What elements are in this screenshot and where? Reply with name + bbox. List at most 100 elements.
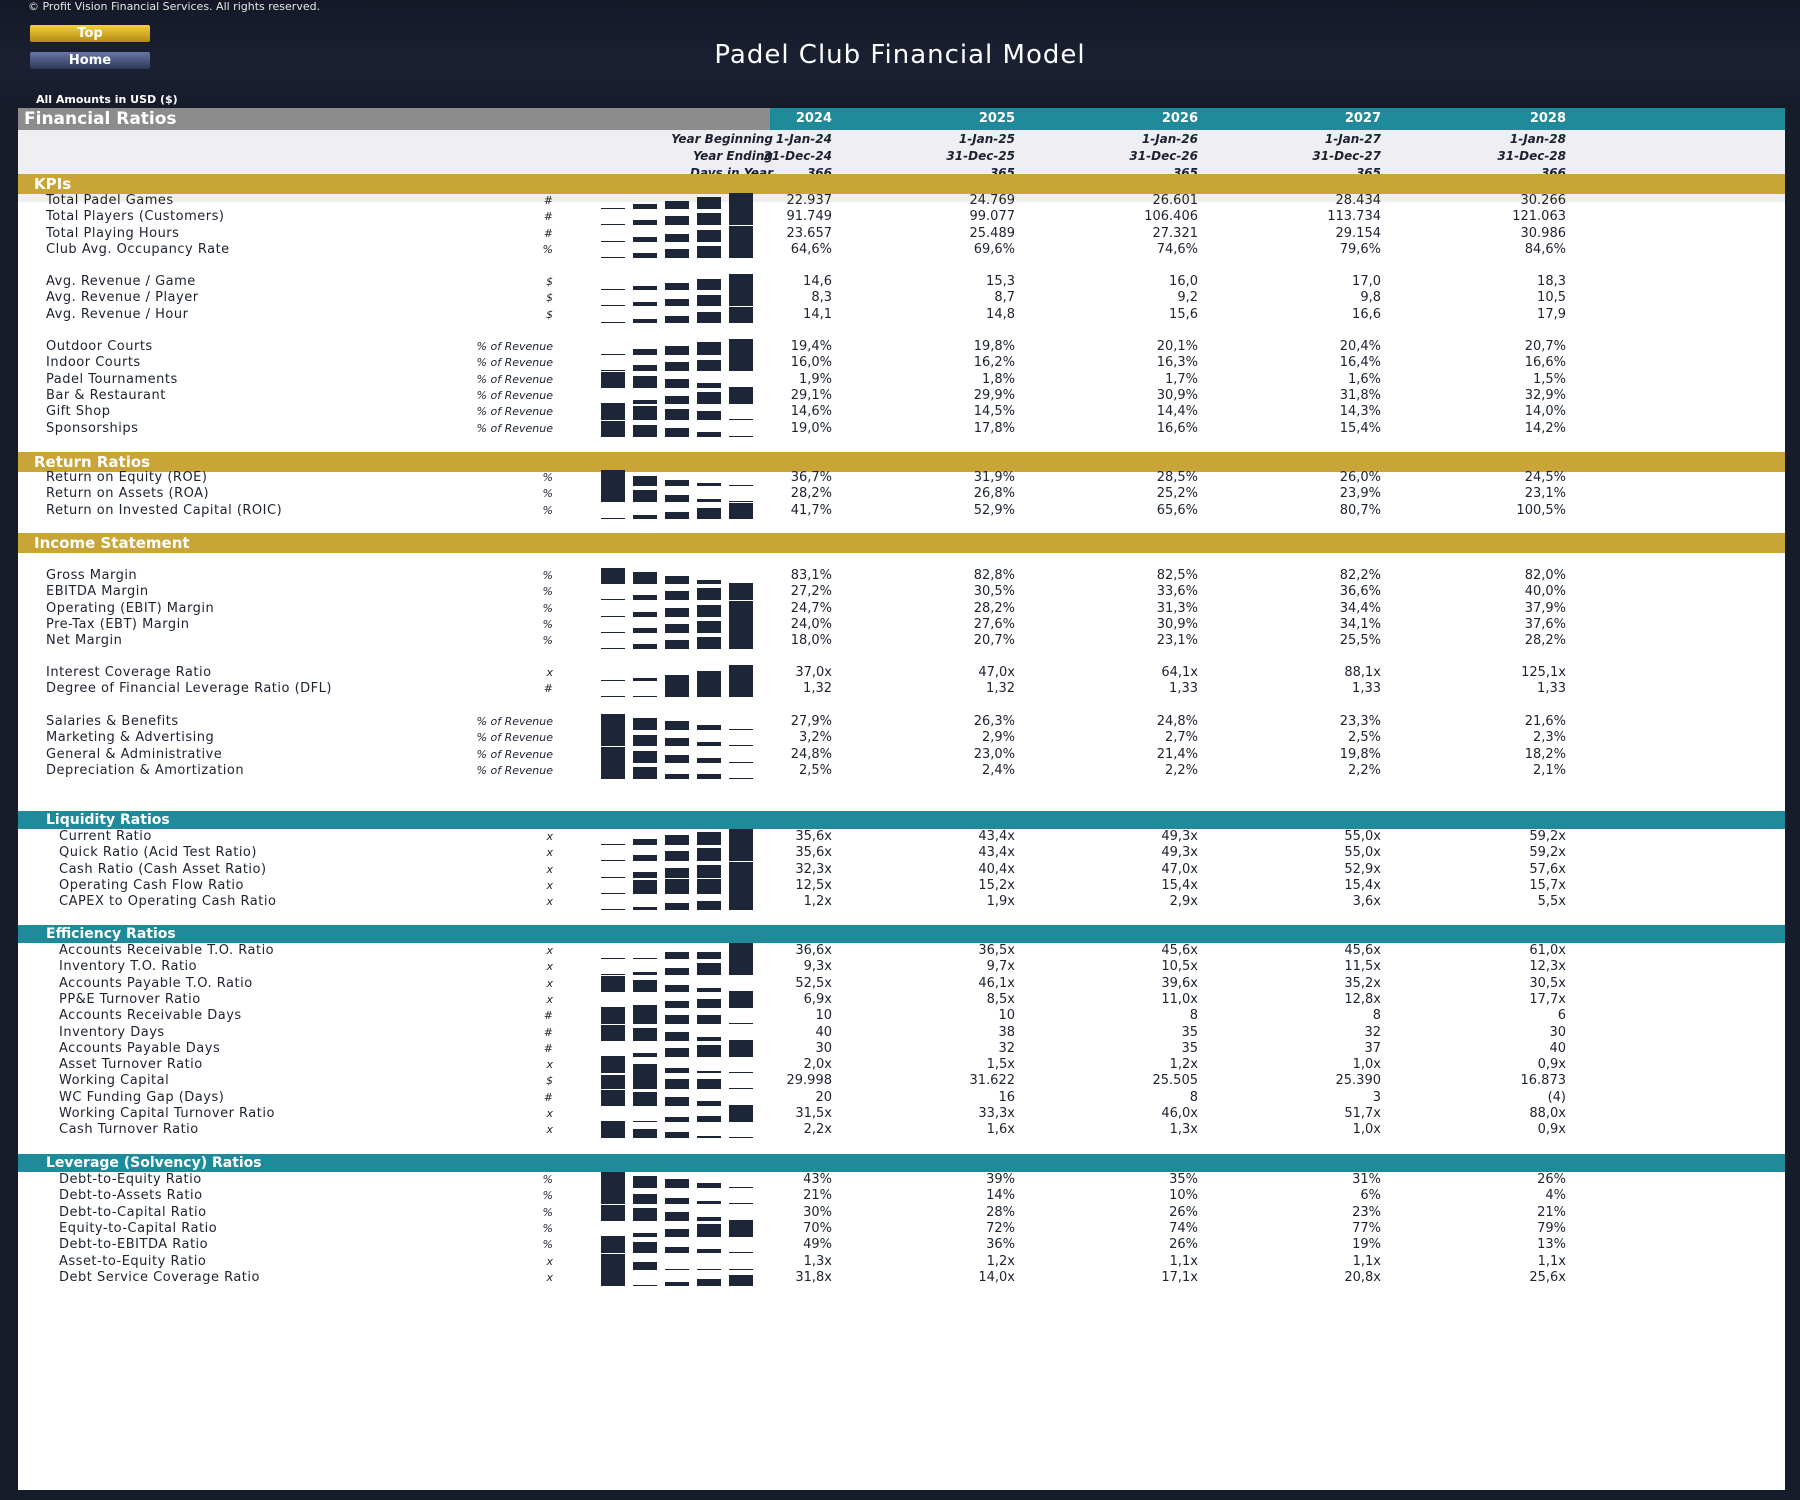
sparkline-bar — [729, 1137, 753, 1138]
sparkline-bar — [601, 1008, 625, 1024]
value-cell: 55,0x — [1344, 845, 1381, 860]
sparkline-bar — [665, 409, 689, 420]
sparkline-bar — [697, 621, 721, 633]
value-cell: 83,1% — [790, 568, 832, 583]
sparkline-bar — [665, 1229, 689, 1237]
sparkline-bar — [665, 495, 689, 502]
value-cell: 36% — [986, 1237, 1015, 1252]
row-label: Current Ratio — [59, 829, 152, 844]
sparkline-bar — [601, 730, 625, 746]
value-cell: 59,2x — [1529, 845, 1566, 860]
sparkline-bar — [729, 878, 753, 894]
value-cell: 16.873 — [1520, 1073, 1567, 1088]
value-cell: 35,6x — [795, 829, 832, 844]
table-row: General & Administrative % of Revenue 24,8… — [18, 746, 1785, 764]
table-row: Debt-to-Assets Ratio% 21% 14% 10% 6% 4% — [18, 1187, 1785, 1205]
value-cell: 47,0x — [1161, 862, 1198, 877]
value-cell: 9,3x — [803, 959, 832, 974]
top-button[interactable]: Top — [30, 25, 150, 42]
sparkline-bar — [697, 383, 721, 388]
sparkline — [601, 632, 761, 650]
value-cell: (4) — [1547, 1090, 1566, 1105]
sparkline — [601, 991, 761, 1009]
sparkline-bar — [729, 1220, 753, 1221]
value-cell: 23,0% — [973, 747, 1015, 762]
sparkline-bar — [697, 279, 721, 290]
value-cell: 3,6x — [1352, 894, 1381, 909]
sparkline-bar — [665, 1282, 689, 1286]
sparkline-bar — [665, 608, 689, 617]
table-row: Total Padel Games #22.937 24.769 26.601 28.4… — [18, 192, 1785, 210]
value-cell: 74% — [1169, 1221, 1198, 1236]
sparkline-bar — [601, 289, 625, 290]
row-label: WC Funding Gap (Days) — [59, 1090, 225, 1105]
sparkline-bar — [697, 999, 721, 1008]
sparkline-bar — [633, 1242, 657, 1253]
value-cell: 20,8x — [1344, 1270, 1381, 1285]
value-cell: 25.505 — [1152, 1073, 1199, 1088]
sparkline-bar — [665, 1269, 689, 1270]
sparkline-bar — [633, 880, 657, 894]
value-cell: 1,33 — [1537, 681, 1566, 696]
row-unit: % — [542, 1189, 553, 1202]
row-label: Accounts Payable Days — [59, 1041, 221, 1056]
sparkline-bar — [601, 470, 625, 486]
value-cell: 52,5x — [795, 976, 832, 991]
sparkline-bar — [601, 632, 625, 633]
sparkline-bar — [697, 1279, 721, 1286]
value-cell: 20,7% — [973, 633, 1015, 648]
home-button[interactable]: Home — [30, 52, 150, 69]
row-unit: % — [542, 634, 553, 647]
sparkline-bar — [601, 763, 625, 779]
sparkline-bar — [665, 774, 689, 779]
sparkline — [601, 1024, 761, 1042]
sparkline-bar — [697, 432, 721, 437]
row-unit: x — [546, 977, 553, 990]
value-cell: 26% — [1169, 1205, 1198, 1220]
sparkline-bar — [697, 952, 721, 959]
sparkline-bar — [633, 1028, 657, 1041]
section-header: Efficiency Ratios — [18, 925, 1785, 943]
value-cell: 11,0x — [1161, 992, 1198, 1007]
value-cell: 39,6x — [1161, 976, 1198, 991]
value-cell: 30 — [815, 1041, 832, 1056]
row-label: Accounts Receivable Days — [59, 1008, 242, 1023]
value-cell: 52,9x — [1344, 862, 1381, 877]
header-years-cell — [770, 108, 1785, 130]
sparkline — [601, 746, 761, 764]
sparkline-bar — [601, 404, 625, 420]
value-cell: 43,4x — [978, 829, 1015, 844]
row-unit: x — [546, 944, 553, 957]
sparkline-bar — [601, 1057, 625, 1073]
sparkline-bar — [665, 1117, 689, 1122]
table-row: Cash Turnover Ratio x 2,2x 1,6x 1,3x 1,0x 0,9x — [18, 1121, 1785, 1139]
table-row: Current Ratio x 35,6x 43,4x 49,3x 55,0x 59,2x — [18, 828, 1785, 846]
sparkline — [601, 664, 761, 682]
value-cell: 1,7% — [1164, 372, 1198, 387]
table-row: Debt-to-Equity Ratio% 43% 39% 35% 31% 26% — [18, 1171, 1785, 1189]
value-cell: 47,0x — [978, 665, 1015, 680]
sparkline — [601, 241, 761, 259]
value-cell: 19,8% — [973, 339, 1015, 354]
sparkline-bar — [697, 1269, 721, 1270]
sparkline-bar — [601, 877, 625, 878]
sparkline-bar — [601, 1205, 625, 1221]
row-label: Salaries & Benefits — [46, 714, 179, 729]
row-label: Operating (EBIT) Margin — [46, 601, 215, 616]
sparkline-bar — [729, 1040, 753, 1041]
sparkline-bar — [633, 612, 657, 617]
sparkline-bar — [697, 213, 721, 225]
sparkline-bar — [665, 1068, 689, 1073]
table-row: Inventory Days #40 38 35 32 30 — [18, 1024, 1785, 1042]
table-row: Debt-to-Capital Ratio% 30% 28% 26% 23% 21% — [18, 1204, 1785, 1222]
sparkline-bar — [633, 1233, 657, 1237]
sparkline-bar — [729, 583, 753, 584]
value-cell: 26% — [1537, 1172, 1566, 1187]
sparkline-bar — [729, 959, 753, 975]
sparkline — [601, 354, 761, 372]
value-cell: 26.601 — [1152, 193, 1199, 208]
value-cell: 2,5% — [1347, 730, 1381, 745]
sparkline-bar — [601, 958, 625, 959]
sparkline-bar — [665, 1001, 689, 1008]
section-header: Income Statement — [18, 533, 1785, 553]
